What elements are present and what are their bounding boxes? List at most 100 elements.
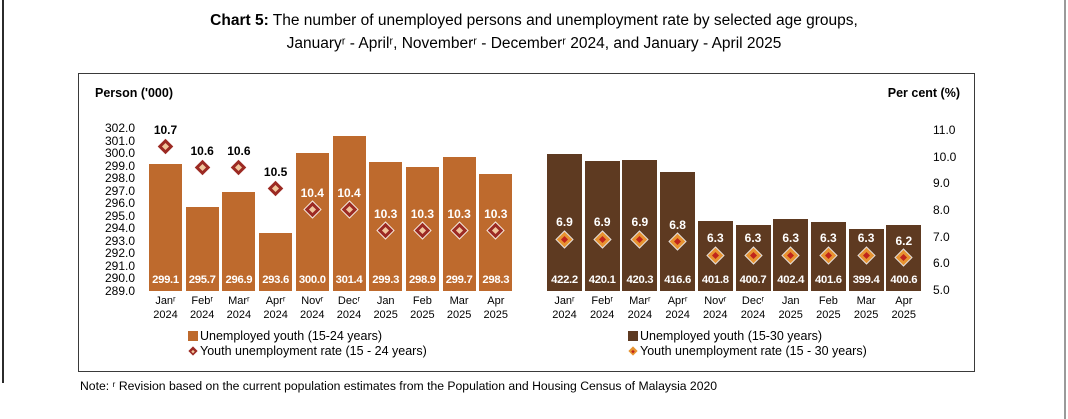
rate-diamond-fill [345,205,353,214]
x-axis-label: Marʳ 2024 [226,295,252,321]
bar-value-label: 420.3 [626,274,654,286]
bar-value-label: 298.3 [482,274,510,286]
rate-diamond-fill [382,226,390,235]
legend-15-24: Unemployed youth (15-24 years) Youth unem… [188,328,427,359]
y-axis-tick-left: 302.0 [104,121,135,135]
bar-value-label: 400.7 [739,274,767,286]
legend-square-icon [188,330,198,341]
right-axis-title: Per cent (%) [887,86,960,100]
x-axis-label: Decʳ 2024 [740,295,766,321]
y-axis-tick-left: 291.0 [104,258,135,273]
y-axis-tick-right: 7.0 [933,229,950,244]
rate-value-label: 10.4 [337,185,361,200]
x-axis-label: Febʳ 2024 [189,295,215,321]
rate-diamond-icon [194,159,210,176]
rate-value-label: 10.7 [153,122,178,137]
left-axis-title: Person ('000) [95,86,174,100]
rate-value-label: 6.3 [782,231,800,246]
y-axis-tick-left: 300.0 [104,146,135,161]
x-axis-label: Janʳ 2024 [153,295,178,321]
chart-title: Chart 5: The number of unemployed person… [0,9,1068,55]
bar [295,153,329,291]
bar [660,172,696,291]
y-axis-tick-left: 301.0 [104,133,135,148]
rate-diamond-fill [862,251,870,259]
bar-value-label: 300.0 [298,274,326,286]
legend-diamond-icon [628,346,638,356]
legend-item: Unemployed youth (15-30 years) [628,328,867,344]
x-axis-label: Mar 2025 [446,295,472,321]
legend-15-30: Unemployed youth (15-30 years) Youth unem… [628,328,867,359]
rate-diamond-fill [674,238,682,246]
x-axis-label: Mar 2025 [853,295,879,321]
x-axis-label: Apr 2025 [891,295,917,321]
legend-diamond-fill [191,349,195,353]
chart-title-line1: Chart 5: The number of unemployed person… [0,9,1068,32]
legend-label: Youth unemployment rate (15 - 30 years) [640,344,867,359]
y-axis-tick-right: 6.0 [933,256,950,271]
bar-value-label: 420.1 [588,274,616,286]
x-axis-label: Jan 2025 [778,295,803,321]
y-axis-tick-right: 10.0 [933,149,957,164]
bar-value-label: 401.8 [701,274,729,286]
legend-label: Unemployed youth (15-24 years) [200,328,383,343]
bar-value-label: 400.6 [890,274,918,286]
outer-right-rule [1064,0,1066,419]
bar-value-label: 299.7 [445,274,473,286]
rate-value-label: 10.5 [263,164,288,179]
bar-value-label: 296.9 [225,274,253,286]
legend-label: Youth unemployment rate (15 - 24 years) [200,344,427,359]
legend-square-icon [628,330,638,341]
x-axis-label: Apr 2025 [483,295,509,321]
x-axis-label: Feb 2025 [410,295,435,321]
x-axis-label: Feb 2025 [816,295,841,321]
bar-value-label: 295.7 [188,274,216,286]
plot-area: 302.0 301.0 300.0 299.0 298.0 297.0 296.0 295.0… [79,74,974,371]
bar [185,206,219,291]
rate-diamond-fill [272,184,280,193]
rate-diamond-fill [455,226,463,235]
x-axis-label: Novʳ 2024 [300,295,325,321]
bar-value-label: 293.6 [262,274,289,286]
outer-left-rule [2,0,4,383]
rate-diamond-fill [492,226,500,235]
bar-value-label: 299.1 [152,274,179,286]
note-text: Note: ʳ Revision based on the current po… [80,379,718,393]
bar [584,160,620,291]
rate-value-label: 6.3 [857,231,875,246]
rate-value-label: 10.4 [300,185,324,200]
bar [259,233,293,291]
chart-box: Person ('000) Per cent (%) 302.0 301.0 300… [78,73,975,372]
y-axis-tick-left: 298.0 [104,171,135,186]
bar [547,153,582,291]
x-axis-label: Marʳ 2024 [627,295,653,321]
rate-value-label: 10.6 [227,143,251,158]
bar-value-label: 301.4 [335,274,363,286]
y-axis-tick-left: 294.0 [104,221,135,236]
legend-item: Youth unemployment rate (15 - 30 years) [628,344,867,360]
bar-value-label: 422.2 [551,274,578,286]
bar [622,160,658,291]
legend-diamond-fill [631,349,635,353]
y-axis-tick-right: 9.0 [933,176,950,191]
bar-value-label: 401.6 [815,274,842,286]
rate-diamond-fill [711,251,719,259]
rate-value-label: 10.3 [410,206,435,221]
rate-diamond-icon [231,159,247,176]
rate-value-label: 6.9 [631,215,649,230]
bar-value-label: 298.9 [409,274,436,286]
y-axis-tick-left: 299.0 [104,158,135,173]
rate-diamond-fill [824,251,832,259]
y-axis-tick-right: 5.0 [933,283,950,298]
rate-diamond-fill [418,226,426,235]
rate-value-label: 10.3 [447,206,471,221]
y-axis-tick-left: 289.0 [104,283,135,298]
x-axis-label: Aprʳ 2024 [263,295,288,321]
rate-value-label: 10.3 [374,206,398,221]
rate-diamond-fill [161,142,170,151]
rate-diamond-fill [636,235,644,243]
rate-value-label: 10.6 [190,143,214,158]
x-axis-label: Novʳ 2024 [703,295,728,321]
legend-item: Unemployed youth (15-24 years) [188,328,427,344]
legend-label: Unemployed youth (15-30 years) [640,328,823,343]
